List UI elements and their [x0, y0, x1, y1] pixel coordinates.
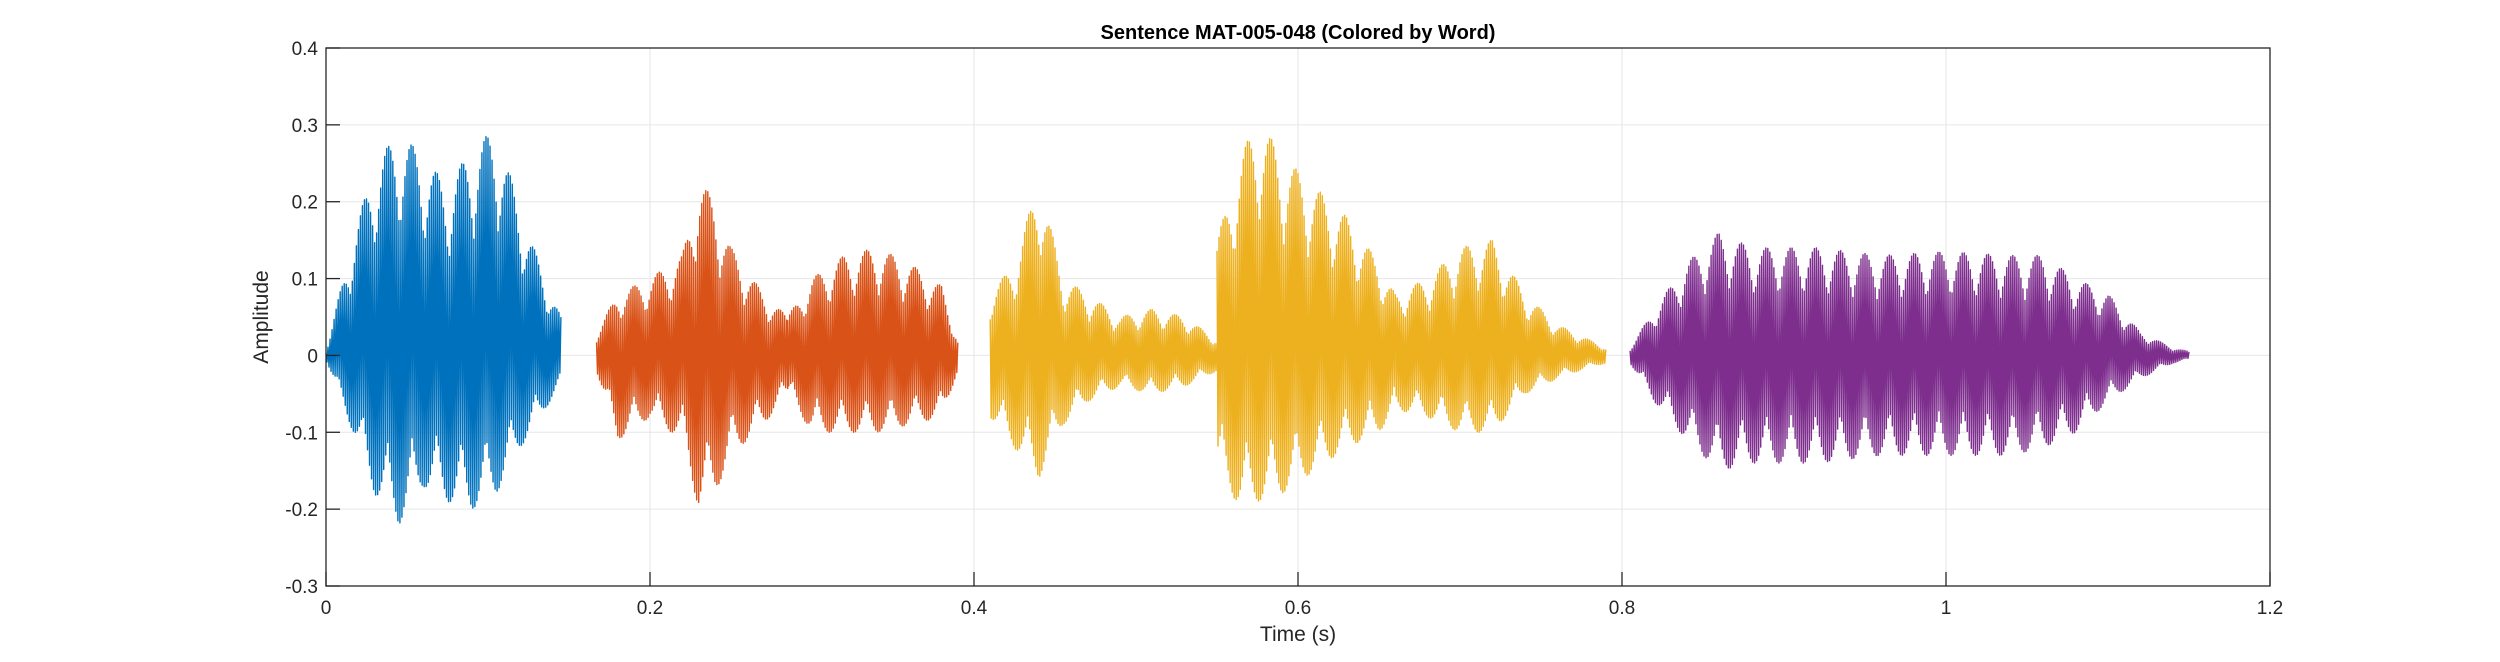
series-2-waveform	[595, 190, 789, 504]
series-1-waveform	[325, 136, 562, 524]
y-axis-label: Amplitude	[250, 270, 273, 363]
series-3-waveform	[989, 210, 1218, 477]
x-tick-label: 1.2	[2257, 598, 2283, 619]
y-tick-label: 0.1	[292, 270, 318, 291]
x-tick-label: 0.6	[1285, 598, 1311, 619]
x-axis-label: Time (s)	[1260, 623, 1336, 646]
series-4-waveform	[1629, 233, 2190, 469]
series-2-waveform	[787, 249, 959, 433]
y-tick-label: 0	[307, 346, 318, 367]
series-3-waveform	[1394, 240, 1607, 433]
ticks: 0 0.2 0.4 0.6 0.8 1 1.2 -0.3 -0.2 -0.1 0 0.1 0.2 0.3 0…	[285, 39, 2283, 619]
x-tick-label: 0	[321, 598, 332, 619]
y-tick-label: -0.3	[285, 577, 318, 598]
x-tick-label: 0.8	[1609, 598, 1635, 619]
x-tick-label: 0.2	[637, 598, 663, 619]
chart-title: Sentence MAT-005-048 (Colored by Word)	[1101, 22, 1496, 44]
series-3-waveform	[1216, 138, 1396, 502]
x-tick-label: 0.4	[961, 598, 988, 619]
y-tick-label: -0.1	[285, 423, 318, 444]
y-tick-label: 0.4	[292, 39, 319, 60]
y-tick-label: 0.3	[292, 116, 318, 137]
y-tick-label: -0.2	[285, 500, 318, 521]
waveform-series	[325, 136, 2190, 524]
y-tick-label: 0.2	[292, 193, 318, 214]
x-tick-label: 1	[1941, 598, 1952, 619]
